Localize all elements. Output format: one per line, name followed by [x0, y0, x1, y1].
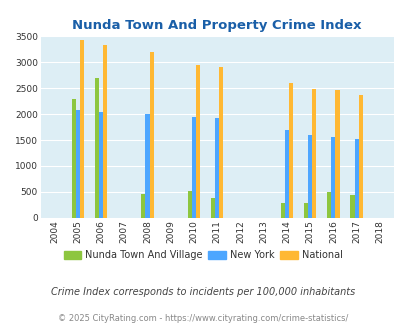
Bar — [358, 95, 362, 218]
Bar — [192, 117, 196, 218]
Bar — [354, 140, 358, 218]
Bar — [75, 110, 80, 218]
Bar — [211, 198, 215, 218]
Bar — [94, 78, 99, 218]
Bar — [141, 194, 145, 218]
Bar — [215, 118, 219, 218]
Bar — [303, 203, 307, 218]
Bar — [80, 40, 84, 218]
Bar — [219, 67, 223, 218]
Bar — [103, 45, 107, 218]
Bar — [330, 137, 335, 218]
Bar — [284, 130, 288, 218]
Bar — [307, 135, 311, 218]
Legend: Nunda Town And Village, New York, National: Nunda Town And Village, New York, Nation… — [60, 246, 345, 264]
Bar — [280, 203, 284, 218]
Bar — [149, 52, 153, 218]
Bar — [326, 192, 330, 218]
Bar — [145, 114, 149, 218]
Bar — [196, 65, 200, 218]
Title: Nunda Town And Property Crime Index: Nunda Town And Property Crime Index — [72, 19, 361, 32]
Bar — [71, 99, 75, 218]
Bar — [335, 90, 339, 218]
Bar — [288, 83, 292, 218]
Bar — [350, 195, 354, 218]
Text: © 2025 CityRating.com - https://www.cityrating.com/crime-statistics/: © 2025 CityRating.com - https://www.city… — [58, 314, 347, 323]
Bar — [187, 191, 192, 218]
Text: Crime Index corresponds to incidents per 100,000 inhabitants: Crime Index corresponds to incidents per… — [51, 287, 354, 297]
Bar — [99, 112, 103, 218]
Bar — [311, 89, 315, 218]
